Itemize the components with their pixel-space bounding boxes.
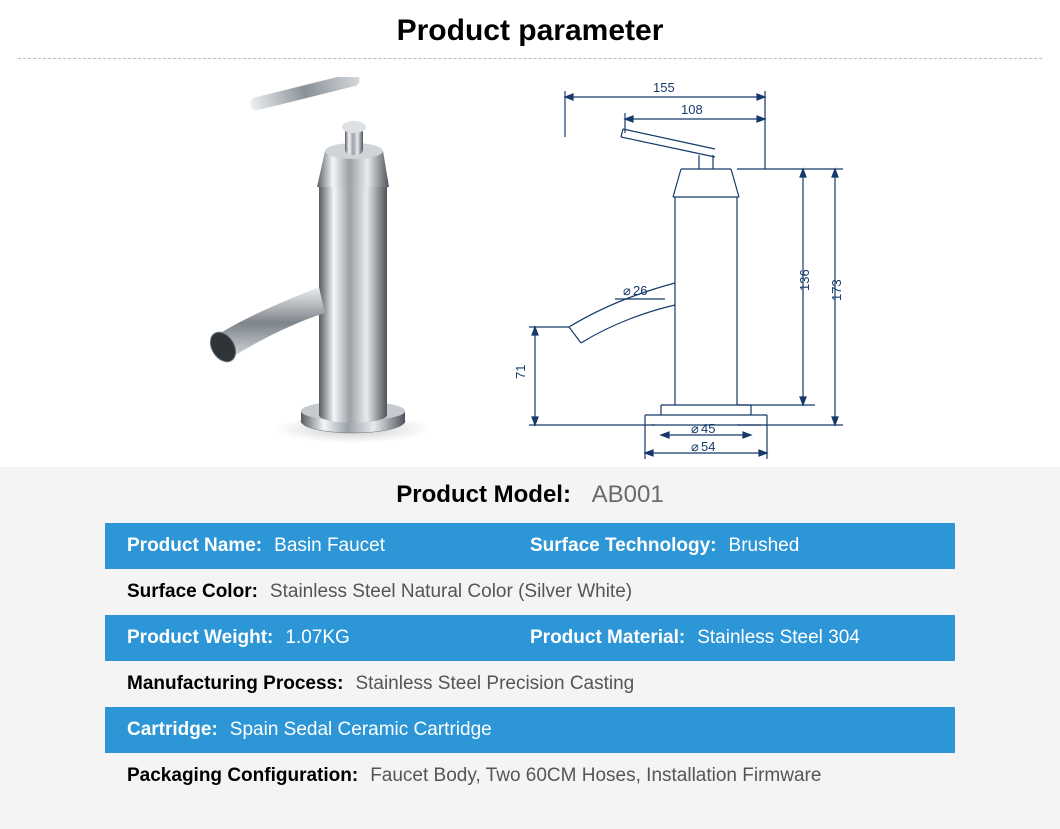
dim-base-inner: 45 xyxy=(701,421,715,436)
spec-key: Product Weight: xyxy=(127,627,273,649)
page-title: Product parameter xyxy=(0,0,1060,58)
dim-top-body: 108 xyxy=(681,102,703,117)
spec-cell: Cartridge: Spain Sedal Ceramic Cartridge xyxy=(127,719,933,741)
product-model-line: Product Model: AB001 xyxy=(0,481,1060,509)
svg-text:⌀: ⌀ xyxy=(691,421,699,436)
spec-cell: Product Material: Stainless Steel 304 xyxy=(530,627,933,649)
spec-row: Product Weight: 1.07KG Product Material: St… xyxy=(105,615,955,661)
spec-key: Surface Technology: xyxy=(530,535,717,557)
spec-key: Product Name: xyxy=(127,535,262,557)
spec-cell: Product Weight: 1.07KG xyxy=(127,627,530,649)
title-divider xyxy=(18,58,1042,59)
spec-row: Packaging Configuration: Faucet Body, Two… xyxy=(105,753,955,799)
spec-cell: Product Name: Basin Faucet xyxy=(127,535,530,557)
dim-overall-height: 173 xyxy=(829,279,844,301)
faucet-render xyxy=(185,77,465,447)
svg-text:⌀: ⌀ xyxy=(691,439,699,454)
spec-cell: Surface Color: Stainless Steel Natural Co… xyxy=(127,581,933,603)
spec-value: Spain Sedal Ceramic Cartridge xyxy=(230,719,492,741)
faucet-dimension-drawing: 26 ⌀ 155 108 xyxy=(505,77,875,467)
dim-top-overall: 155 xyxy=(653,80,675,95)
spec-value: Stainless Steel 304 xyxy=(697,627,860,649)
product-model-value: AB001 xyxy=(592,481,664,508)
spec-key: Cartridge: xyxy=(127,719,218,741)
spec-row: Cartridge: Spain Sedal Ceramic Cartridge xyxy=(105,707,955,753)
spec-value: Basin Faucet xyxy=(274,535,385,557)
spec-table: Product Name: Basin Faucet Surface Technol… xyxy=(105,523,955,799)
dim-base-outer: 54 xyxy=(701,439,715,454)
spec-key: Product Material: xyxy=(530,627,685,649)
spec-key: Surface Color: xyxy=(127,581,258,603)
spec-value: 1.07KG xyxy=(285,627,349,649)
spec-value: Stainless Steel Natural Color (Silver Wh… xyxy=(270,581,632,603)
svg-text:⌀: ⌀ xyxy=(623,283,631,298)
spec-row: Product Name: Basin Faucet Surface Technol… xyxy=(105,523,955,569)
images-row: 26 ⌀ 155 108 xyxy=(0,67,1060,467)
spec-cell: Packaging Configuration: Faucet Body, Two… xyxy=(127,765,933,787)
product-parameter-page: Product parameter xyxy=(0,0,1060,823)
spec-section: Product Model: AB001 Product Name: Basin … xyxy=(0,467,1060,829)
product-model-label: Product Model: xyxy=(396,481,571,508)
spec-row: Surface Color: Stainless Steel Natural Co… xyxy=(105,569,955,615)
spec-key: Packaging Configuration: xyxy=(127,765,358,787)
spec-value: Stainless Steel Precision Casting xyxy=(355,673,634,695)
spec-key: Manufacturing Process: xyxy=(127,673,343,695)
spec-cell: Manufacturing Process: Stainless Steel Pr… xyxy=(127,673,933,695)
spec-value: Faucet Body, Two 60CM Hoses, Installatio… xyxy=(370,765,821,787)
dim-spout-dia: 26 xyxy=(633,283,647,298)
dim-spout-height: 71 xyxy=(513,365,528,379)
spec-row: Manufacturing Process: Stainless Steel Pr… xyxy=(105,661,955,707)
dim-body-height: 136 xyxy=(797,269,812,291)
spec-value: Brushed xyxy=(729,535,800,557)
spec-cell: Surface Technology: Brushed xyxy=(530,535,933,557)
